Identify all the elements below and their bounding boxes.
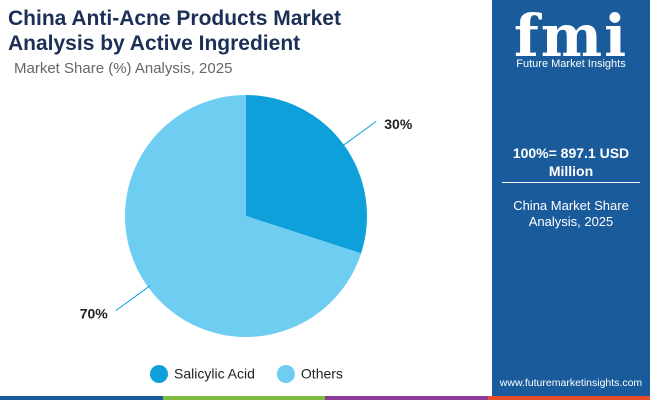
pie-slice	[125, 95, 362, 337]
legend-label: Salicylic Acid	[174, 366, 255, 382]
total: 100%= 897.1 USD Million	[512, 145, 630, 179]
caption: China Market Share Analysis, 2025	[513, 198, 629, 229]
chart-title: China Anti-Acne Products Market Analysis…	[8, 7, 341, 55]
logo: fmi	[513, 2, 629, 70]
leader-line	[341, 120, 377, 147]
legend-label: Others	[301, 366, 343, 382]
brand: Future Market Insights	[516, 58, 626, 70]
legend-swatch	[276, 365, 295, 383]
pie-slice	[246, 95, 367, 254]
chart: 30% 70% Salicylic Acid Others	[80, 95, 413, 383]
url: www.futuremarketinsights.com	[499, 377, 643, 389]
stripe	[0, 396, 650, 400]
divider	[502, 182, 640, 183]
data-label: 30%	[384, 116, 413, 132]
leader-line	[115, 285, 151, 312]
legend-swatch	[150, 365, 168, 383]
chart-subtitle: Market Share (%) Analysis, 2025	[14, 60, 233, 77]
side-panel: fmi Future Market Insights 100%= 897.1 U…	[492, 0, 650, 400]
data-label: 70%	[80, 305, 109, 321]
